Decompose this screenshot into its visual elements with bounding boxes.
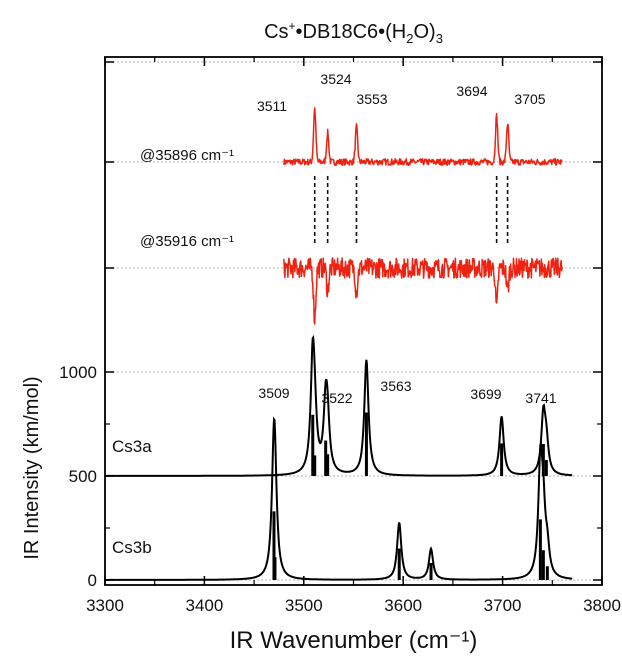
calc-spectrum-Cs3b <box>105 416 573 581</box>
exp-trace-label-1: @35896 cm⁻¹ <box>140 147 234 164</box>
ytick-label-1000: 1000 <box>59 363 97 382</box>
grid-layer <box>105 61 602 581</box>
xtick-label-3300: 3300 <box>86 596 124 615</box>
traces-layer <box>104 107 573 581</box>
exp-trace-label-2: @35916 cm⁻¹ <box>140 233 234 250</box>
experimental-trace-2 <box>283 257 563 325</box>
ytick-label-500: 500 <box>69 467 97 486</box>
calc-peak-label-3741: 3741 <box>525 390 556 406</box>
xtick-label-3800: 3800 <box>583 596 621 615</box>
plot-frame <box>104 56 603 586</box>
exp-peak-label-3705: 3705 <box>514 91 545 107</box>
ytick-label-0: 0 <box>88 571 97 590</box>
calc-peak-label-3699: 3699 <box>470 386 501 402</box>
calc-peak-label-3563: 3563 <box>380 378 411 394</box>
calc-peak-label-3522: 3522 <box>321 390 352 406</box>
chart-title: Cs+•DB18C6•(H2O)3 <box>264 19 443 46</box>
model-label-Cs3a: Cs3a <box>112 437 152 456</box>
calc-peak-label-3509: 3509 <box>258 385 289 401</box>
y-axis-title: IR Intensity (km/mol) <box>21 376 43 559</box>
xtick-label-3400: 3400 <box>185 596 223 615</box>
exp-peak-label-3694: 3694 <box>456 83 487 99</box>
experimental-trace-1 <box>283 107 563 166</box>
x-axis-title: IR Wavenumber (cm⁻¹) <box>230 627 478 654</box>
xtick-label-3700: 3700 <box>484 596 522 615</box>
exp-peak-label-3553: 3553 <box>356 91 387 107</box>
frame-layer <box>104 56 603 586</box>
xtick-label-3500: 3500 <box>285 596 323 615</box>
xtick-label-3600: 3600 <box>384 596 422 615</box>
calc-spectrum-Cs3a <box>104 334 573 477</box>
labels-layer: 3300 3400 3500 3600 3700 3800 0 500 1000 Cs+•DB18… <box>21 19 621 654</box>
model-label-Cs3b: Cs3b <box>112 538 152 557</box>
exp-peak-label-3524: 3524 <box>320 71 351 87</box>
exp-peak-label-3511: 3511 <box>257 98 287 114</box>
